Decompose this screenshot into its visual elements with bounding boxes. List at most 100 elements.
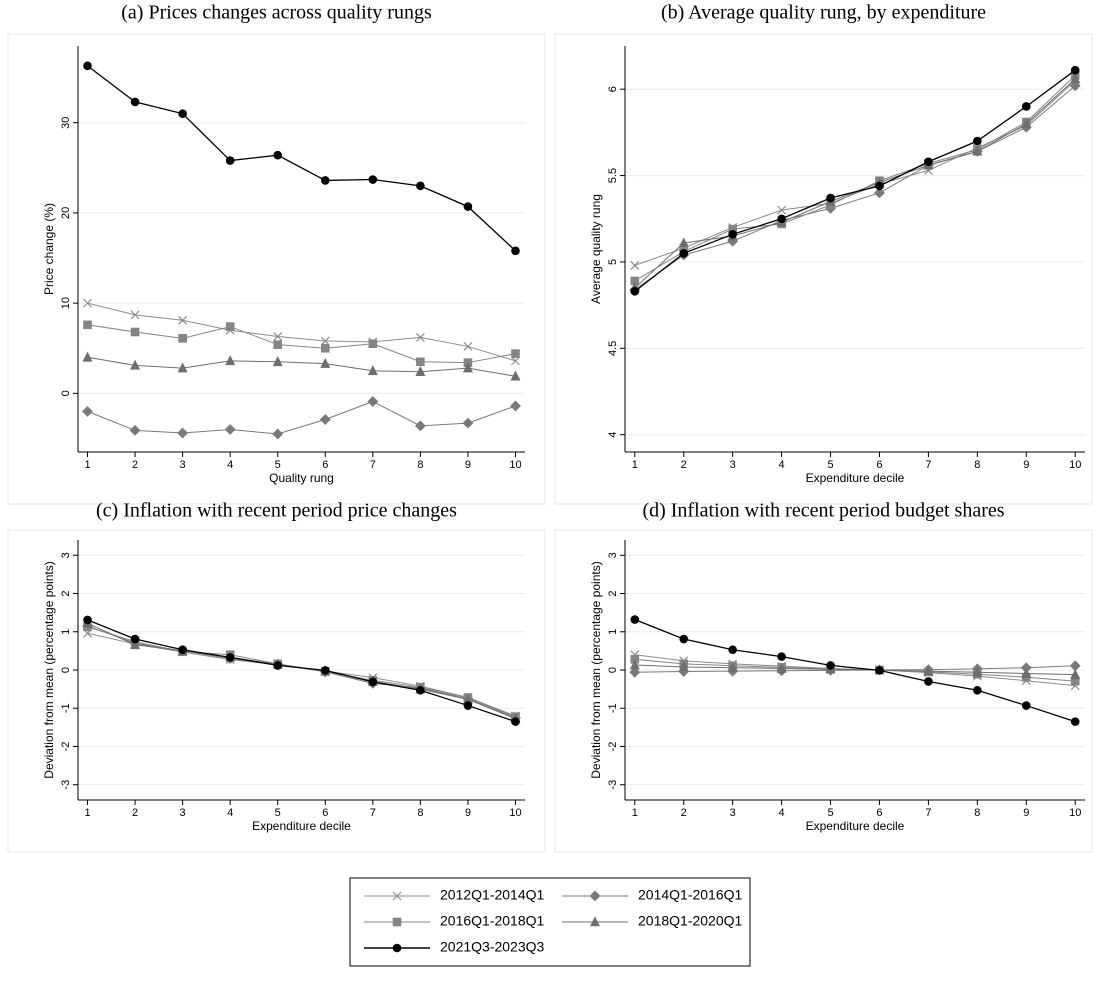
y-tick-label: 4.5 bbox=[607, 341, 619, 356]
marker bbox=[1021, 701, 1031, 710]
y-axis-label: Price change (%) bbox=[42, 203, 56, 295]
panel-frame bbox=[7, 33, 546, 505]
marker bbox=[1070, 73, 1081, 84]
x-tick-label: 3 bbox=[730, 459, 736, 471]
marker bbox=[972, 145, 983, 156]
x-tick-label: 5 bbox=[275, 459, 281, 471]
marker bbox=[225, 653, 235, 662]
marker bbox=[1021, 118, 1032, 129]
x-tick-label: 8 bbox=[417, 807, 423, 819]
x-tick-label: 8 bbox=[974, 807, 980, 819]
panel-frame bbox=[7, 529, 546, 853]
x-tick-label: 2 bbox=[132, 459, 138, 471]
y-tick-label: -2 bbox=[60, 742, 72, 752]
marker bbox=[1070, 668, 1081, 679]
marker bbox=[178, 109, 187, 118]
marker bbox=[1069, 80, 1081, 92]
legend-label: 2021Q3-2023Q3 bbox=[440, 939, 545, 955]
marker bbox=[777, 205, 787, 215]
y-tick-label: 0 bbox=[60, 390, 72, 396]
panel-title: (c) Inflation with recent period price c… bbox=[96, 500, 457, 522]
legend-label: 2014Q1-2016Q1 bbox=[638, 887, 743, 903]
x-tick-label: 5 bbox=[827, 807, 833, 819]
marker bbox=[1070, 717, 1080, 726]
x-tick-label: 1 bbox=[84, 459, 90, 471]
x-tick-label: 9 bbox=[465, 459, 471, 471]
x-axis-label: Expenditure decile bbox=[806, 471, 905, 485]
series-line bbox=[634, 665, 1076, 673]
marker bbox=[679, 249, 689, 258]
panel-frame bbox=[554, 529, 1093, 853]
marker bbox=[776, 662, 787, 673]
marker bbox=[972, 666, 983, 677]
panel-title: (a) Prices changes across quality rungs bbox=[121, 2, 432, 24]
marker bbox=[368, 677, 378, 687]
x-tick-label: 2 bbox=[681, 459, 687, 471]
marker bbox=[414, 420, 426, 432]
y-tick-label: -3 bbox=[607, 780, 619, 790]
marker bbox=[511, 349, 520, 358]
x-tick-label: 10 bbox=[509, 459, 521, 471]
y-tick-label: 20 bbox=[60, 207, 72, 219]
x-tick-label: 1 bbox=[632, 459, 638, 471]
marker bbox=[83, 320, 92, 330]
x-tick-label: 9 bbox=[1023, 807, 1029, 819]
marker bbox=[826, 661, 835, 670]
x-tick-label: 7 bbox=[370, 459, 376, 471]
series-line bbox=[87, 619, 516, 723]
marker bbox=[320, 666, 330, 675]
x-tick-label: 9 bbox=[465, 807, 471, 819]
marker bbox=[273, 340, 283, 349]
y-tick-label: 1 bbox=[607, 629, 619, 635]
series-line bbox=[634, 80, 1076, 266]
marker bbox=[727, 662, 738, 673]
marker bbox=[225, 355, 236, 366]
marker bbox=[273, 332, 283, 341]
marker bbox=[130, 327, 140, 337]
marker bbox=[177, 362, 188, 373]
marker bbox=[130, 97, 140, 107]
marker bbox=[511, 356, 520, 366]
series-line bbox=[634, 618, 1076, 723]
legend-label: 2012Q1-2014Q1 bbox=[440, 887, 545, 903]
marker bbox=[368, 175, 378, 184]
marker bbox=[367, 365, 378, 376]
marker bbox=[875, 666, 884, 675]
x-tick-label: 4 bbox=[779, 459, 785, 471]
marker bbox=[510, 370, 521, 381]
marker bbox=[511, 246, 520, 256]
series-line bbox=[634, 69, 1076, 292]
series-line bbox=[634, 75, 1076, 282]
marker bbox=[463, 701, 473, 710]
legend-marker bbox=[392, 917, 402, 927]
series-line bbox=[87, 65, 516, 252]
legend-label: 2018Q1-2020Q1 bbox=[638, 913, 743, 929]
panel-title: (d) Inflation with recent period budget … bbox=[642, 500, 1004, 522]
legend-marker bbox=[589, 890, 601, 902]
marker bbox=[225, 156, 235, 165]
marker bbox=[678, 661, 689, 672]
marker bbox=[416, 181, 425, 191]
marker bbox=[273, 150, 283, 160]
marker bbox=[728, 230, 737, 239]
marker bbox=[320, 357, 331, 368]
marker bbox=[924, 677, 933, 686]
marker bbox=[923, 665, 934, 676]
marker bbox=[130, 359, 141, 370]
x-axis-label: Expenditure decile bbox=[252, 819, 351, 833]
marker bbox=[320, 176, 330, 185]
marker bbox=[463, 202, 473, 211]
y-tick-label: -2 bbox=[607, 742, 619, 752]
marker bbox=[463, 342, 473, 351]
marker bbox=[1021, 102, 1031, 111]
marker bbox=[1021, 667, 1032, 678]
legend-marker bbox=[590, 916, 600, 927]
marker bbox=[272, 356, 283, 367]
legend-label: 2016Q1-2018Q1 bbox=[440, 913, 545, 929]
marker bbox=[973, 685, 982, 695]
marker bbox=[130, 634, 140, 644]
x-tick-label: 5 bbox=[827, 459, 833, 471]
x-tick-label: 6 bbox=[322, 807, 328, 819]
